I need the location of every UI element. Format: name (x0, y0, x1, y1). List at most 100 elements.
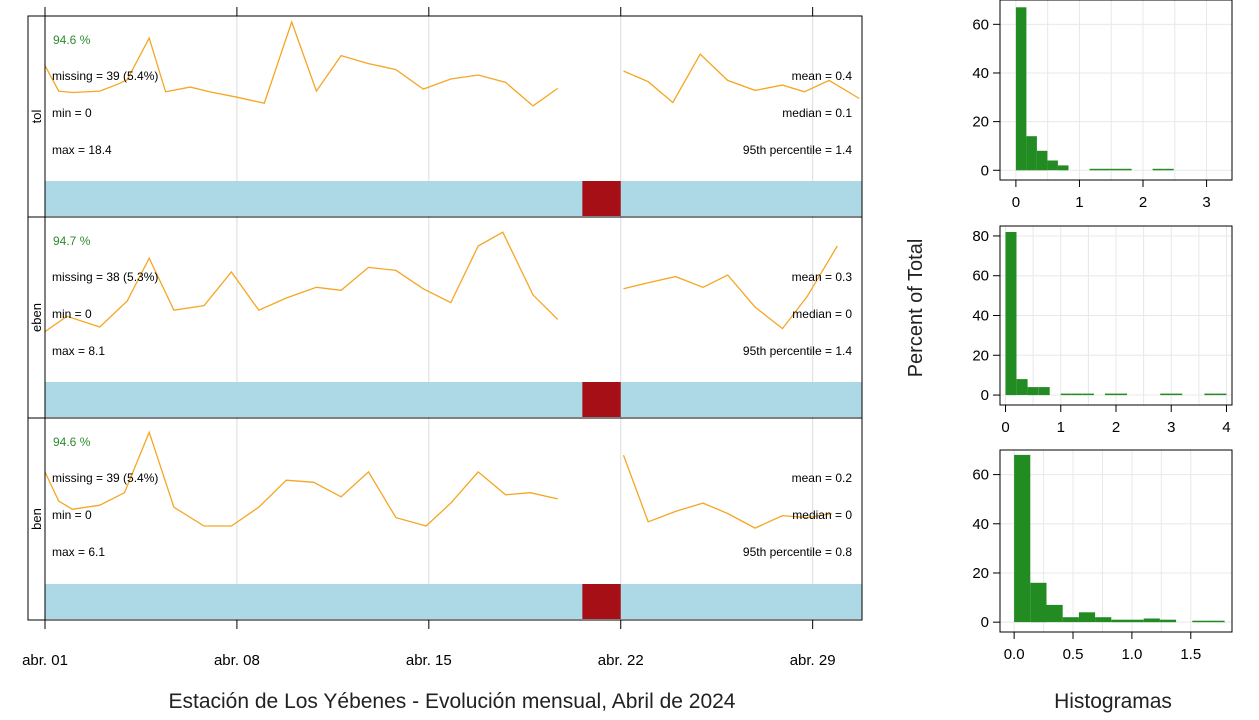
x-tick-label: abr. 29 (790, 652, 836, 669)
mean-stat: mean = 0.2 (792, 471, 853, 485)
y-tick-label: 80 (972, 228, 989, 245)
histogram-bar (1152, 168, 1164, 171)
y-tick-label: 40 (972, 65, 989, 82)
histogram-bar (1047, 160, 1058, 171)
max-stat: max = 8.1 (52, 344, 105, 358)
histogram-bar (1192, 620, 1209, 623)
missing-stat: missing = 38 (5.3%) (52, 270, 158, 284)
histogram-panel-2: 0 20 40 60 80 0 1 2 3 4 (972, 225, 1233, 436)
y-tick-label: 60 (972, 268, 989, 285)
max-stat: max = 6.1 (52, 545, 105, 559)
y-tick-label: 20 (972, 114, 989, 131)
series-line-eben-1 (623, 245, 838, 330)
x-axis-label: Estación de Los Yébenes - Evolución mens… (169, 690, 736, 713)
histogram-panel-1: 0 20 40 60 0 1 2 3 (972, 0, 1233, 211)
histogram-bar (1005, 232, 1017, 396)
histogram-background (1000, 0, 1232, 180)
y-tick-label: 0 (981, 162, 989, 179)
min-stat: min = 0 (52, 508, 92, 522)
series-line-ben-0 (44, 430, 558, 527)
histogram-border (999, 449, 1233, 633)
histogram-bar (1105, 393, 1116, 396)
histogram-panel-3: 0 20 40 60 0.0 0.5 1.0 1.5 (972, 449, 1233, 663)
x-tick-label: 1.0 (1121, 646, 1142, 663)
histogram-bar (1208, 620, 1225, 623)
histogram-bar (1060, 393, 1072, 396)
y-tick-label: 40 (972, 516, 989, 533)
histogram-bar (1215, 393, 1227, 396)
coverage-bar (45, 181, 862, 216)
histogram-bar (1015, 7, 1027, 171)
histogram-bar (1100, 168, 1111, 171)
histogram-bar (1127, 619, 1144, 623)
coverage-percent: 94.6 % (53, 435, 91, 449)
histogram-bar (1171, 393, 1183, 396)
histogram-bar (1071, 393, 1083, 396)
histogram-bar (1046, 604, 1063, 623)
panel-eben: eben 94.7 % missing = 38 (5.3%) min = 0 max … (27, 216, 863, 419)
histogram-bar (1014, 454, 1031, 623)
y-tick-label: 0 (981, 614, 989, 631)
histogram-bar (1016, 379, 1028, 395)
histogram-bar (1160, 393, 1172, 396)
panel-ben: ben 94.6 % missing = 39 (5.4%) min = 0 max =… (27, 417, 863, 621)
x-tick-label: 0 (1012, 194, 1020, 211)
histogram-bar (1163, 168, 1174, 171)
histogram-bar (1058, 165, 1069, 171)
x-tick-label: abr. 22 (598, 652, 644, 669)
histogram-bar (1026, 136, 1037, 171)
histogram-bar (1204, 393, 1216, 396)
histogram-bar (1038, 387, 1050, 396)
histogram-bar (1036, 150, 1048, 171)
histogram-bar (1110, 168, 1122, 171)
x-tick-label: 1.5 (1180, 646, 1201, 663)
max-stat: max = 18.4 (52, 143, 112, 157)
series-line-tol-1 (623, 53, 860, 104)
coverage-bar (45, 584, 862, 619)
histogram-bar (1159, 619, 1177, 623)
panel-tol: tol 94.6 % missing = 39 (5.4%) min = 0 max =… (27, 15, 863, 218)
min-stat: min = 0 (52, 307, 92, 321)
median-stat: median = 0 (792, 508, 852, 522)
missing-data-block (582, 382, 621, 417)
x-tick-label: 0.5 (1063, 646, 1084, 663)
missing-data-block (582, 181, 621, 216)
histogram-bar (1111, 619, 1128, 623)
missing-stat: missing = 39 (5.4%) (52, 471, 158, 485)
mean-stat: mean = 0.4 (792, 69, 853, 83)
x-tick-label: 2 (1139, 194, 1147, 211)
y-tick-label: 20 (972, 565, 989, 582)
histogram-bar (1078, 612, 1096, 623)
histogram-bar (1143, 618, 1160, 623)
p95-stat: 95th percentile = 1.4 (743, 344, 852, 358)
y-tick-label: 20 (972, 347, 989, 364)
strip-label: ben (29, 508, 44, 530)
missing-stat: missing = 39 (5.4%) (52, 69, 158, 83)
coverage-bar (45, 382, 862, 417)
histogram-bar (1121, 168, 1132, 171)
x-tick-label: 1 (1075, 194, 1083, 211)
median-stat: median = 0.1 (782, 106, 852, 120)
x-tick-label: abr. 01 (22, 652, 68, 669)
strip-label: tol (29, 110, 44, 124)
histogram-bar (1116, 393, 1127, 396)
mean-stat: mean = 0.3 (792, 270, 853, 284)
histogram-border (999, 0, 1233, 181)
strip-label: eben (29, 303, 44, 332)
x-tick-label: 0.0 (1004, 646, 1025, 663)
histogram-x-axis-label: Histogramas (1054, 690, 1172, 713)
p95-stat: 95th percentile = 1.4 (743, 143, 852, 157)
series-line-ben-1 (622, 454, 832, 529)
x-tick-label: 3 (1202, 194, 1210, 211)
panel-border (44, 417, 863, 621)
y-tick-label: 40 (972, 308, 989, 325)
histogram-bar (1095, 617, 1112, 623)
histogram-bar (1027, 387, 1039, 396)
x-tick-label: 2 (1112, 419, 1120, 436)
x-tick-label: abr. 15 (406, 652, 452, 669)
median-stat: median = 0 (792, 307, 852, 321)
histogram-bar (1082, 393, 1094, 396)
y-tick-label: 60 (972, 467, 989, 484)
